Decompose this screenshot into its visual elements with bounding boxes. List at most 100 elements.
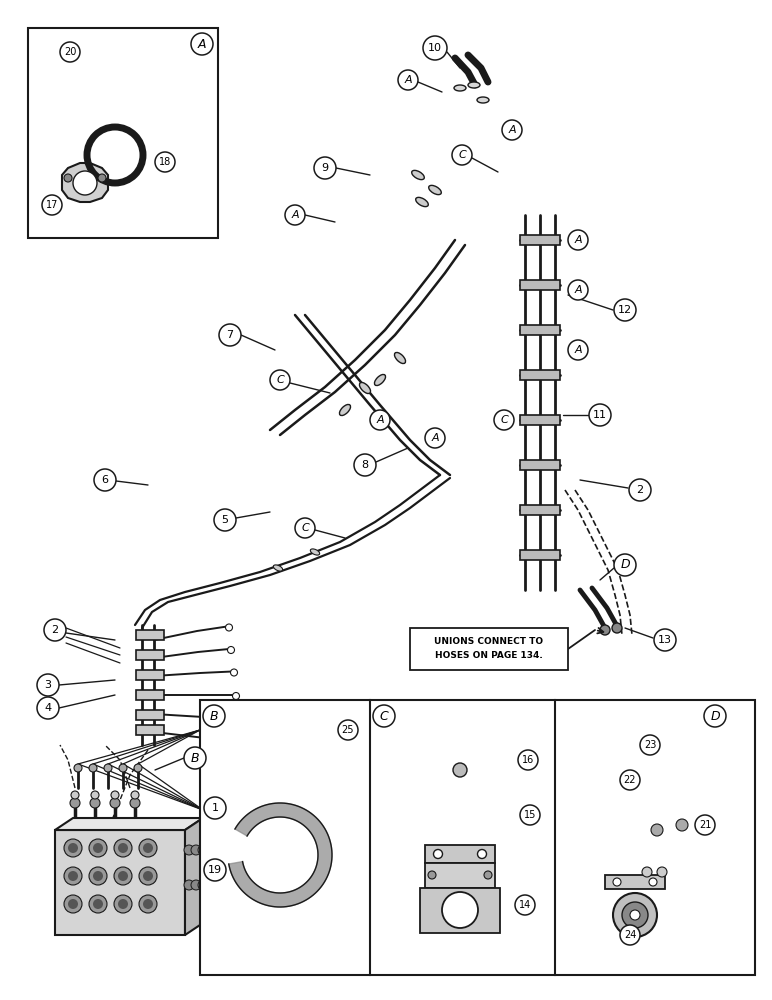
Text: B: B — [191, 752, 199, 764]
Circle shape — [204, 859, 226, 881]
Text: 2: 2 — [636, 485, 644, 495]
Circle shape — [93, 843, 103, 853]
Circle shape — [231, 669, 238, 676]
Circle shape — [68, 871, 78, 881]
Circle shape — [37, 674, 59, 696]
Circle shape — [338, 720, 358, 740]
Circle shape — [143, 871, 153, 881]
Circle shape — [191, 845, 201, 855]
Text: A: A — [574, 285, 582, 295]
Circle shape — [568, 280, 588, 300]
Polygon shape — [229, 803, 332, 907]
Circle shape — [118, 871, 128, 881]
Text: 2: 2 — [52, 625, 59, 635]
Circle shape — [73, 171, 97, 195]
Bar — [520, 370, 560, 380]
Text: 9: 9 — [321, 163, 329, 173]
Text: 16: 16 — [522, 755, 534, 765]
Circle shape — [614, 299, 636, 321]
Text: A: A — [574, 345, 582, 355]
Circle shape — [89, 764, 97, 772]
Text: 18: 18 — [159, 157, 171, 167]
Circle shape — [90, 798, 100, 808]
Text: 3: 3 — [45, 680, 52, 690]
Text: 7: 7 — [226, 330, 234, 340]
Bar — [520, 235, 560, 245]
Circle shape — [42, 195, 62, 215]
Text: 23: 23 — [644, 740, 656, 750]
Circle shape — [649, 878, 657, 886]
Circle shape — [314, 157, 336, 179]
Bar — [136, 725, 164, 735]
Circle shape — [119, 764, 127, 772]
Circle shape — [612, 623, 622, 633]
Circle shape — [478, 850, 486, 858]
Ellipse shape — [415, 197, 428, 207]
Text: A: A — [432, 433, 438, 443]
Circle shape — [428, 871, 436, 879]
Text: 25: 25 — [342, 725, 354, 735]
Circle shape — [68, 899, 78, 909]
Circle shape — [295, 518, 315, 538]
Text: A: A — [198, 37, 206, 50]
Circle shape — [654, 629, 676, 651]
Bar — [28, 28, 218, 238]
Text: 17: 17 — [46, 200, 58, 210]
Circle shape — [620, 925, 640, 945]
Bar — [136, 690, 164, 700]
Text: D: D — [620, 558, 630, 572]
Circle shape — [640, 735, 660, 755]
Circle shape — [600, 625, 610, 635]
Ellipse shape — [411, 170, 425, 180]
Circle shape — [425, 428, 445, 448]
Circle shape — [613, 878, 621, 886]
Circle shape — [442, 892, 478, 928]
Text: A: A — [508, 125, 516, 135]
Ellipse shape — [374, 374, 385, 386]
Text: C: C — [458, 150, 466, 160]
Circle shape — [614, 554, 636, 576]
Circle shape — [219, 324, 241, 346]
Circle shape — [110, 798, 120, 808]
Text: 19: 19 — [208, 865, 222, 875]
Bar — [136, 650, 164, 660]
Circle shape — [651, 824, 663, 836]
Circle shape — [184, 880, 194, 890]
Circle shape — [434, 850, 442, 858]
Ellipse shape — [273, 565, 283, 571]
Circle shape — [60, 42, 80, 62]
Bar — [55, 830, 185, 935]
Circle shape — [191, 880, 201, 890]
Text: 15: 15 — [524, 810, 537, 820]
Circle shape — [270, 370, 290, 390]
Circle shape — [622, 902, 648, 928]
Circle shape — [214, 509, 236, 531]
Ellipse shape — [310, 549, 320, 555]
Bar — [520, 460, 560, 470]
Circle shape — [118, 843, 128, 853]
Circle shape — [118, 899, 128, 909]
Bar — [520, 415, 560, 425]
Circle shape — [502, 120, 522, 140]
Text: A: A — [574, 235, 582, 245]
Circle shape — [155, 152, 175, 172]
Circle shape — [235, 716, 242, 723]
Circle shape — [398, 70, 418, 90]
Bar — [200, 700, 755, 975]
Text: 11: 11 — [593, 410, 607, 420]
Circle shape — [98, 174, 106, 182]
Circle shape — [238, 738, 245, 746]
Text: UNIONS CONNECT TO: UNIONS CONNECT TO — [435, 638, 543, 647]
Circle shape — [64, 839, 82, 857]
Polygon shape — [185, 818, 203, 935]
Circle shape — [89, 839, 107, 857]
Circle shape — [71, 791, 79, 799]
Text: HOSES ON PAGE 134.: HOSES ON PAGE 134. — [435, 652, 543, 660]
Text: 13: 13 — [658, 635, 672, 645]
Circle shape — [589, 404, 611, 426]
Circle shape — [114, 895, 132, 913]
Circle shape — [191, 33, 213, 55]
Circle shape — [568, 230, 588, 250]
Bar — [605, 875, 665, 889]
Text: 20: 20 — [64, 47, 76, 57]
